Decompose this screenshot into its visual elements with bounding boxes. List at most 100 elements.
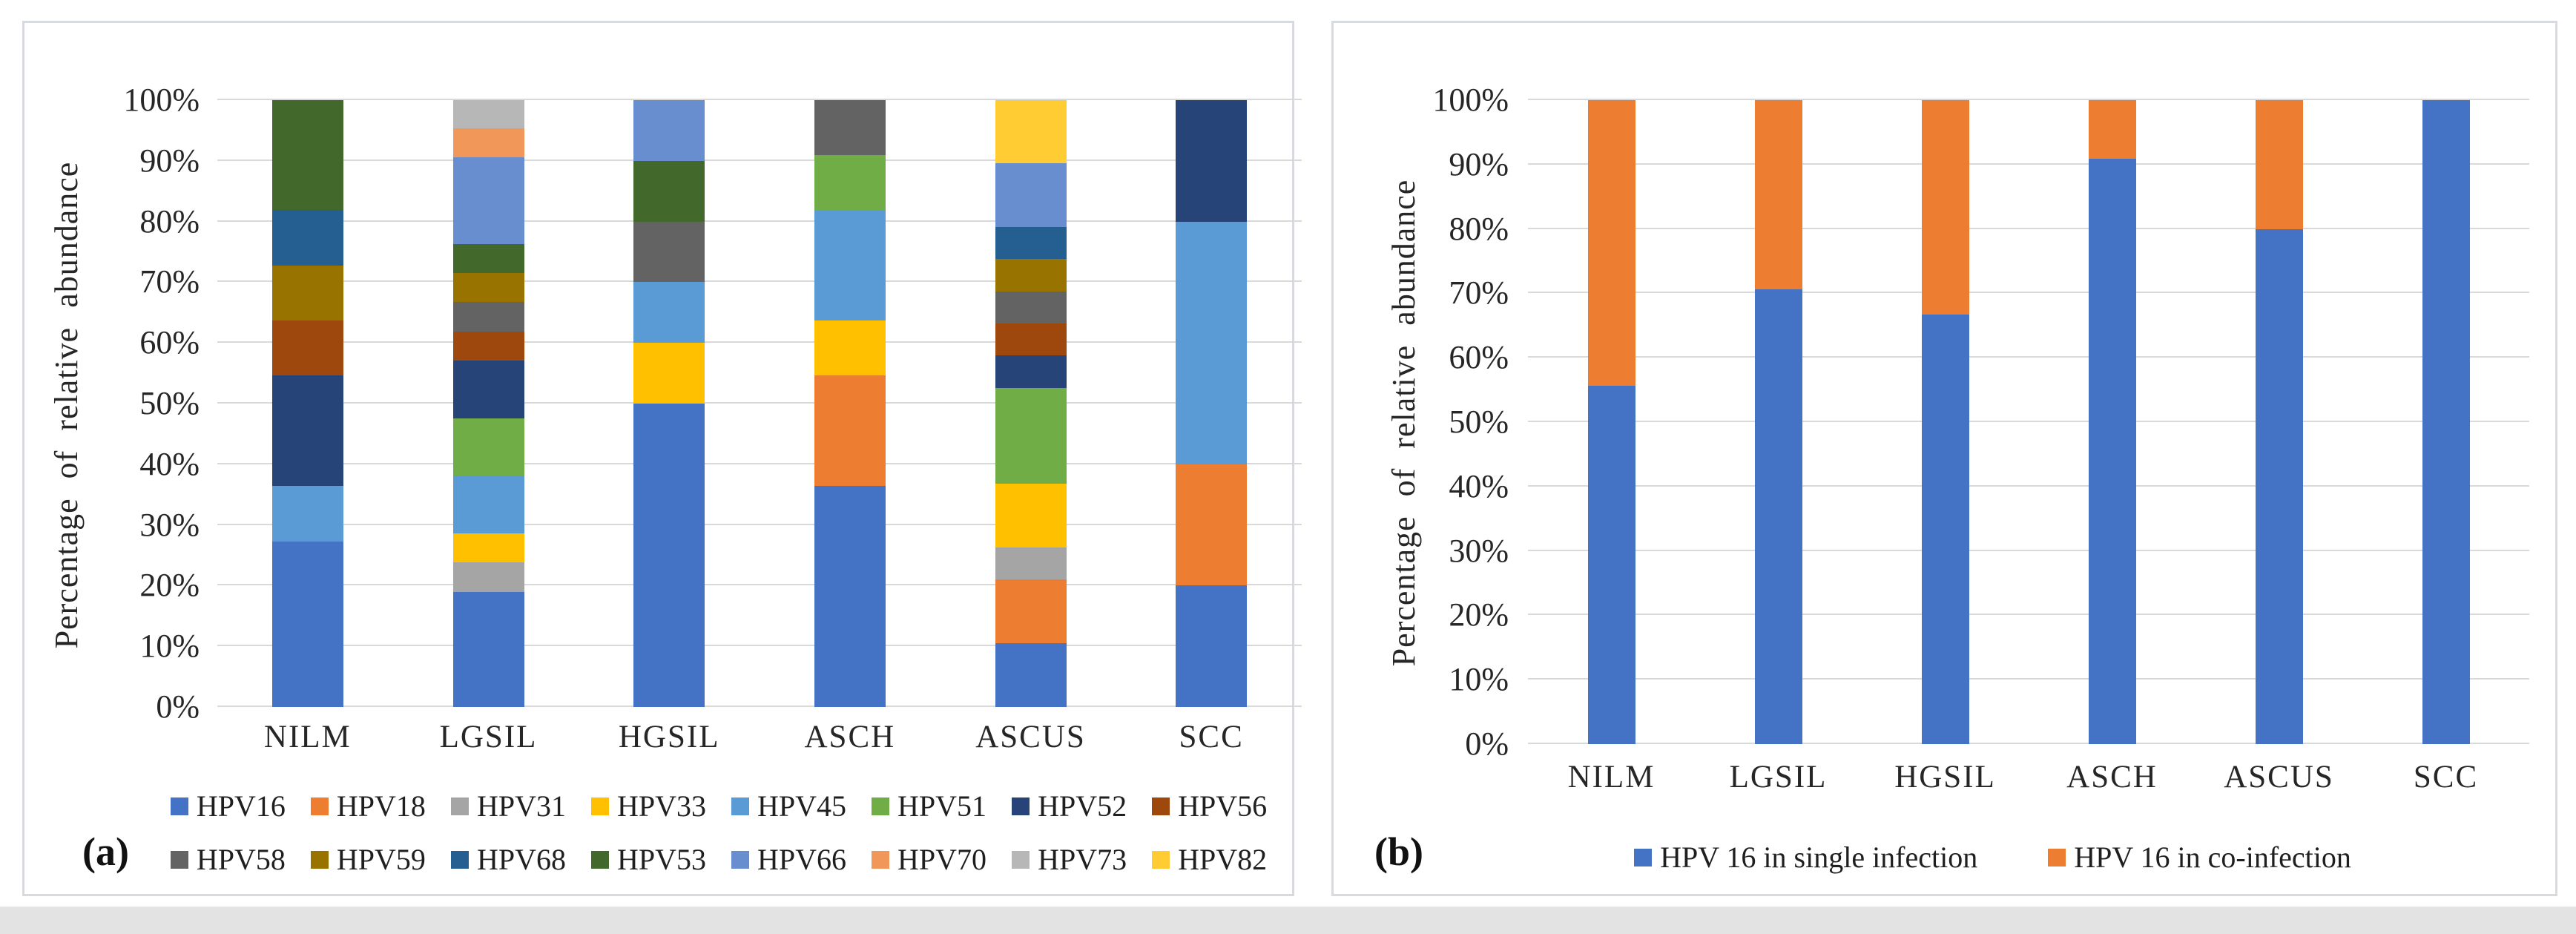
bar-segment-hpv-16-in-co-infection [2255,100,2303,229]
bar-segment-hpv58 [814,100,886,155]
legend-label: HPV 16 in single infection [1660,841,1978,874]
y-tick-label: 20% [139,567,200,604]
y-tick-label: 40% [139,445,200,482]
legend-swatch [450,851,469,869]
y-tick-label: 10% [1449,661,1509,698]
bar-segment-hpv16 [995,643,1067,707]
legend-label: HPV 16 in co-infection [2074,841,2351,874]
x-category-label: HGSIL [618,720,720,754]
x-category-label: LGSIL [1729,760,1828,795]
bar-segment-hpv52 [995,355,1067,388]
stacked-bar-hgsil [1921,100,1969,744]
y-tick-label: 20% [1449,596,1509,634]
gridline [217,99,1302,100]
legend-item: HPV73 [1012,843,1127,876]
bar-segment-hpv68 [271,210,343,266]
stacked-bar-asch [814,100,886,707]
bar-segment-hpv53 [271,100,343,211]
bar-segment-hpv16 [633,404,705,707]
panel-label-b: (b) [1374,829,1423,874]
stacked-bar-lgsil [1754,100,1802,744]
y-tick-label: 50% [1449,404,1509,440]
x-category-label: ASCH [804,720,896,754]
legend-label: HPV59 [336,843,426,876]
legend-item: HPV33 [590,789,706,823]
bar-segment-hpv56 [995,323,1067,356]
legend-swatch [1152,797,1170,815]
legend-item: HPV18 [310,790,426,823]
x-category-label: ASCH [2066,760,2158,795]
page-bottom-strip [0,907,2576,934]
legend-label: HPV45 [757,789,847,823]
legend-swatch [170,851,188,869]
stacked-bar-lgsil [452,100,524,707]
bar-segment-hpv-16-in-single-infection [1754,289,1802,744]
legend-item: HPV52 [1012,790,1127,823]
y-tick-label: 70% [1449,274,1509,312]
bar-segment-hpv70 [452,128,524,158]
x-category-label: LGSIL [439,720,538,754]
gridline [217,523,1302,525]
bar-segment-hpv-16-in-co-infection [1921,100,1969,315]
x-category-label: ASCUS [975,720,1086,754]
legend-label: HPV73 [1038,843,1127,876]
bar-segment-hpv-16-in-single-infection [2255,228,2303,744]
bar-segment-hpv-16-in-co-infection [2088,100,2136,159]
gridline [217,280,1302,283]
legend-item: HPV58 [170,843,286,876]
bar-segment-hpv45 [1176,221,1248,464]
legend-label: HPV33 [616,789,706,823]
legend-label: HPV66 [757,843,847,876]
gridline [1528,678,2529,680]
legend-item: HPV53 [590,843,706,876]
x-category-label: SCC [2413,760,2479,795]
y-tick-label: 0% [1465,726,1509,762]
bar-segment-hpv53 [633,160,705,222]
bar-segment-hpv66 [452,157,524,244]
bar-segment-hpv18 [1176,464,1248,586]
bar-segment-hpv-16-in-co-infection [1587,100,1635,387]
gridline [217,220,1302,222]
stacked-bar-scc [1176,100,1248,707]
legend-swatch [590,851,609,869]
bar-segment-hpv59 [452,273,524,303]
panel-a-hpv-genotype-stacked-chart: Percentage of relative abundance 0% 10% 20… [22,21,1302,896]
bar-segment-hpv68 [995,227,1067,260]
bar-segment-hpv-16-in-single-infection [2088,159,2136,744]
legend-item: HPV16 [170,790,286,823]
bar-segment-hpv52 [271,375,343,487]
legend-swatch [1152,851,1170,869]
bar-segment-hpv45 [271,486,343,542]
stacked-bar-hgsil [633,100,705,707]
bar-segment-hpv52 [452,360,524,418]
stacked-bar-ascus [2255,100,2303,744]
gridline [1528,614,2529,616]
bar-segment-hpv66 [995,163,1067,228]
y-tick-label: 60% [139,324,200,361]
bar-segment-hpv51 [995,387,1067,484]
gridline [1528,421,2529,422]
legend-swatch [1012,797,1030,815]
legend-item: HPV 16 in co-infection [2048,841,2351,874]
legend-swatch [170,797,188,815]
gridline [217,462,1302,464]
bar-segment-hpv52 [1176,100,1248,222]
bar-segment-hpv33 [995,484,1067,547]
legend-item: HPV 16 in single infection [1634,841,1977,874]
x-category-label: NILM [1567,760,1656,795]
x-category-label: NILM [263,720,352,754]
legend-swatch [872,851,890,869]
plot-area [1528,99,2529,744]
x-axis-category-labels: NILM LGSIL HGSIL ASCH ASCUS SCC [1528,759,2529,799]
legend-swatch [2048,849,2066,866]
legend-swatch [1634,849,1653,866]
stacked-bar-scc [2422,100,2470,744]
legend-swatch [872,797,890,815]
bar-segment-hpv66 [633,100,705,161]
legend-label: HPV56 [1178,789,1268,823]
y-tick-label: 10% [139,628,200,665]
legend-swatch [310,851,329,869]
y-tick-label: 80% [139,203,200,240]
gridline [217,159,1302,161]
bar-segment-hpv45 [814,210,886,320]
